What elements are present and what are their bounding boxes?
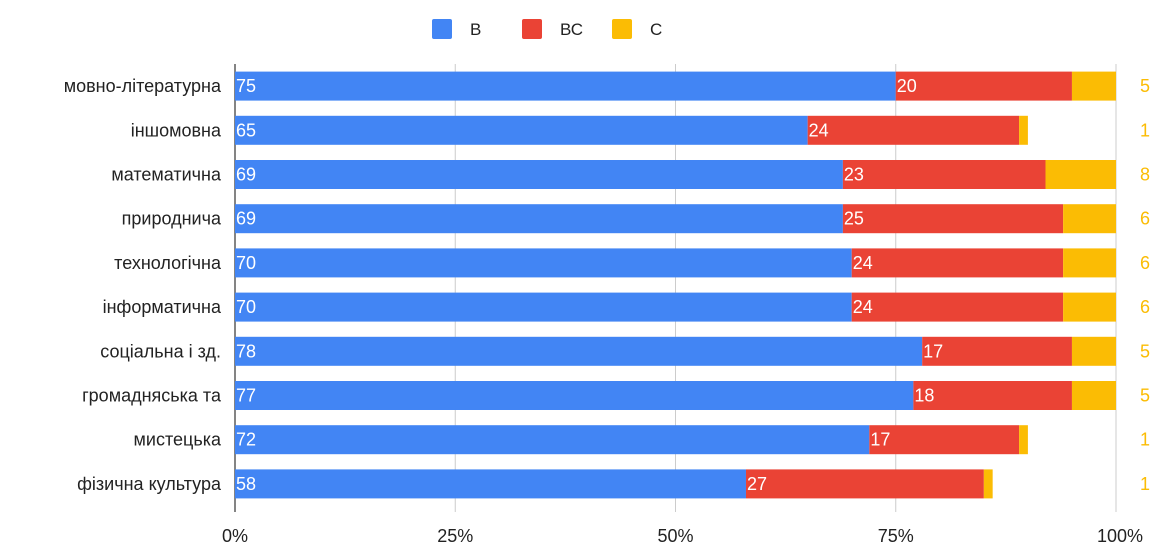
- x-tick-label-1: 25%: [437, 526, 473, 546]
- bar-3-series-2: [1063, 204, 1116, 234]
- data-label-3-series-0: 69: [236, 209, 256, 229]
- bar-0-series-0: [235, 71, 896, 101]
- bar-6-series-0: [235, 336, 923, 366]
- bar-2-series-1: [842, 160, 1046, 189]
- category-label-5: інформатична: [103, 297, 222, 317]
- data-label-5-series-0: 70: [236, 297, 256, 317]
- data-label-9-series-1: 27: [747, 474, 767, 494]
- data-label-5-series-2: 6: [1140, 297, 1150, 317]
- data-label-5-series-1: 24: [853, 297, 873, 317]
- data-label-7-series-2: 5: [1140, 386, 1150, 406]
- data-label-0-series-1: 20: [897, 76, 917, 96]
- bar-5-series-0: [235, 292, 852, 322]
- bar-4-series-0: [235, 248, 852, 278]
- data-label-0-series-2: 5: [1140, 76, 1150, 96]
- bar-8-series-2: [1019, 425, 1028, 455]
- x-tick-label-4: 100%: [1097, 526, 1143, 546]
- bar-5-series-2: [1063, 292, 1116, 322]
- legend-label-2: С: [650, 20, 662, 39]
- data-label-9-series-2: 1: [1140, 474, 1150, 494]
- category-label-0: мовно-літературна: [64, 76, 222, 96]
- category-label-2: математична: [111, 165, 222, 185]
- bar-8-series-0: [235, 425, 870, 455]
- data-label-4-series-0: 70: [236, 253, 256, 273]
- bar-1-series-1: [807, 115, 1020, 145]
- data-label-2-series-2: 8: [1140, 165, 1150, 185]
- category-label-7: громадняська та: [82, 386, 222, 406]
- bar-9-series-2: [983, 469, 993, 499]
- category-label-4: технологічна: [114, 253, 222, 273]
- bar-0-series-2: [1071, 71, 1116, 101]
- bar-9-series-0: [235, 469, 746, 499]
- category-label-6: соціальна і зд.: [100, 341, 221, 361]
- bar-7-series-0: [235, 381, 914, 410]
- data-label-4-series-2: 6: [1140, 253, 1150, 273]
- legend-swatch-0: [432, 19, 452, 39]
- data-label-6-series-1: 17: [923, 341, 943, 361]
- data-label-6-series-0: 78: [236, 341, 256, 361]
- bar-5-series-1: [851, 292, 1064, 322]
- data-label-8-series-2: 1: [1140, 430, 1150, 450]
- bar-3-series-1: [842, 204, 1064, 234]
- x-axis-ticks: 0% 25% 50% 75% 100%: [222, 526, 1143, 546]
- data-label-2-series-1: 23: [844, 165, 864, 185]
- data-label-1-series-2: 1: [1140, 120, 1150, 140]
- bar-9-series-1: [745, 469, 984, 499]
- data-label-3-series-1: 25: [844, 209, 864, 229]
- data-label-3-series-2: 6: [1140, 209, 1150, 229]
- data-label-6-series-2: 5: [1140, 341, 1150, 361]
- legend: В ВС С: [432, 19, 662, 39]
- bar-7-series-2: [1071, 381, 1116, 410]
- bar-0-series-1: [895, 71, 1072, 101]
- bar-8-series-1: [869, 425, 1020, 455]
- bar-6-series-2: [1071, 336, 1116, 366]
- legend-label-1: ВС: [560, 20, 583, 39]
- category-label-1: іншомовна: [131, 120, 222, 140]
- x-tick-label-0: 0%: [222, 526, 248, 546]
- legend-label-0: В: [470, 20, 481, 39]
- data-label-1-series-0: 65: [236, 120, 256, 140]
- data-label-2-series-0: 69: [236, 165, 256, 185]
- legend-swatch-1: [522, 19, 542, 39]
- category-label-8: мистецька: [134, 430, 222, 450]
- data-label-7-series-1: 18: [914, 386, 934, 406]
- bar-2-series-0: [235, 160, 843, 189]
- bar-4-series-1: [851, 248, 1064, 278]
- data-label-9-series-0: 58: [236, 474, 256, 494]
- bar-4-series-2: [1063, 248, 1116, 278]
- category-label-9: фізична культура: [77, 474, 222, 494]
- x-tick-label-3: 75%: [878, 526, 914, 546]
- category-labels: мовно-літературна іншомовна математична при…: [64, 76, 222, 494]
- x-tick-label-2: 50%: [657, 526, 693, 546]
- category-label-3: природнича: [122, 209, 222, 229]
- bar-6-series-1: [922, 336, 1072, 366]
- bar-1-series-0: [235, 115, 808, 145]
- data-label-8-series-0: 72: [236, 430, 256, 450]
- bar-1-series-2: [1019, 115, 1028, 145]
- data-label-8-series-1: 17: [870, 430, 890, 450]
- bar-2-series-2: [1045, 160, 1116, 189]
- data-label-7-series-0: 77: [236, 386, 256, 406]
- data-label-0-series-0: 75: [236, 76, 256, 96]
- bar-7-series-1: [913, 381, 1072, 410]
- bars: 75 20 5 65 24 1 69 23 8 69 25 6 70 24 6 70 24 6 78 17 5 77 18 5…: [235, 71, 1150, 499]
- data-label-1-series-1: 24: [809, 120, 829, 140]
- bar-3-series-0: [235, 204, 843, 234]
- legend-swatch-2: [612, 19, 632, 39]
- data-label-4-series-1: 24: [853, 253, 873, 273]
